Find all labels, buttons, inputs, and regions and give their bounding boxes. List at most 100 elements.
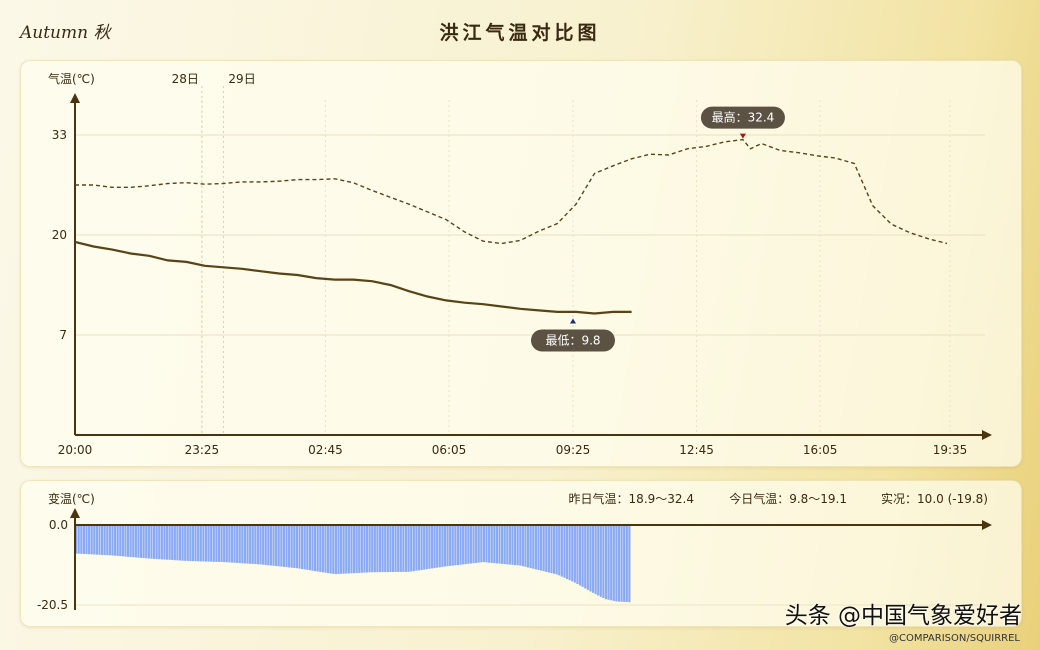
change-bar bbox=[488, 525, 491, 563]
change-bar bbox=[594, 525, 597, 595]
change-bar bbox=[558, 525, 561, 576]
x-tick-label: 19:35 bbox=[933, 443, 968, 457]
series-line-today bbox=[74, 240, 632, 315]
change-bar bbox=[262, 525, 265, 565]
page-title: 洪江气温对比图 bbox=[439, 22, 601, 44]
change-bar bbox=[446, 525, 449, 567]
watermark-text: 头条 @中国气象爱好者 bbox=[784, 603, 1022, 629]
change-bar bbox=[126, 525, 130, 557]
change-bar bbox=[428, 525, 431, 569]
change-bar bbox=[75, 525, 78, 554]
change-bar bbox=[236, 525, 239, 563]
change-bar bbox=[272, 525, 275, 566]
change-bar bbox=[215, 525, 218, 562]
change-bar bbox=[212, 525, 215, 562]
change-bar bbox=[256, 525, 260, 565]
change-bar bbox=[508, 525, 512, 565]
change-bar bbox=[602, 525, 605, 599]
max-label-bubble bbox=[700, 106, 785, 129]
change-bar bbox=[293, 525, 296, 568]
change-bar bbox=[100, 525, 104, 555]
change-bar bbox=[233, 525, 236, 563]
change-bar bbox=[282, 525, 286, 567]
change-bar bbox=[532, 525, 535, 569]
change-bar bbox=[425, 525, 428, 570]
change-bar bbox=[350, 525, 353, 574]
change-bar bbox=[129, 525, 132, 557]
change-bar bbox=[103, 525, 106, 555]
series-line-yesterday bbox=[75, 138, 948, 245]
change-bar bbox=[565, 525, 569, 579]
change-bar bbox=[441, 525, 444, 567]
change-bar bbox=[628, 525, 631, 603]
change-bar bbox=[404, 525, 408, 572]
change-bar bbox=[552, 525, 556, 574]
change-bar bbox=[342, 525, 345, 574]
change-bar bbox=[334, 525, 337, 575]
change-bar bbox=[116, 525, 119, 556]
change-bar bbox=[584, 525, 587, 589]
change-bar bbox=[620, 525, 623, 602]
change-bar bbox=[152, 525, 156, 559]
change-bar bbox=[529, 525, 532, 569]
change-bar bbox=[254, 525, 257, 565]
change-bar bbox=[443, 525, 447, 567]
change-bar bbox=[347, 525, 350, 574]
change-bar bbox=[472, 525, 475, 564]
change-bar bbox=[368, 525, 371, 573]
change-bar bbox=[526, 525, 530, 568]
change-bar bbox=[251, 525, 254, 564]
change-bar bbox=[449, 525, 452, 566]
change-bar bbox=[430, 525, 434, 569]
change-bar bbox=[394, 525, 397, 572]
change-bar bbox=[358, 525, 361, 573]
change-bar bbox=[155, 525, 158, 559]
change-y-tick-label: -20.5 bbox=[37, 598, 68, 612]
today-range-text: 今日气温：9.8～19.1 bbox=[729, 491, 847, 506]
change-bar bbox=[186, 525, 189, 561]
change-bar bbox=[98, 525, 101, 555]
change-bar bbox=[459, 525, 462, 565]
change-bar bbox=[326, 525, 330, 574]
change-bar bbox=[295, 525, 299, 569]
change-bar bbox=[371, 525, 374, 573]
yesterday-range-text: 昨日气温：18.9～32.4 bbox=[569, 491, 694, 506]
change-bar bbox=[615, 525, 618, 602]
change-bar bbox=[246, 525, 249, 564]
watermark-subtext: @COMPARISON/SQUIRREL bbox=[889, 633, 1020, 644]
change-bar bbox=[176, 525, 179, 561]
change-bar bbox=[623, 525, 626, 602]
min-label: 最低：9.8 bbox=[545, 333, 600, 347]
change-bar bbox=[142, 525, 145, 559]
change-bar bbox=[80, 525, 83, 554]
change-bar bbox=[373, 525, 376, 573]
change-bar bbox=[303, 525, 306, 570]
change-bar bbox=[199, 525, 202, 562]
change-bar bbox=[337, 525, 340, 574]
change-bar bbox=[108, 525, 111, 556]
y-tick-label: 33 bbox=[52, 128, 67, 142]
change-bar bbox=[423, 525, 426, 570]
change-bar bbox=[277, 525, 280, 567]
change-bar bbox=[275, 525, 278, 567]
change-bar bbox=[204, 525, 208, 562]
x-tick-label: 23:25 bbox=[185, 443, 220, 457]
change-bar bbox=[82, 525, 86, 554]
change-bar bbox=[95, 525, 98, 555]
change-bar bbox=[217, 525, 221, 562]
change-bar bbox=[539, 525, 543, 571]
change-bar bbox=[352, 525, 356, 574]
change-bar bbox=[391, 525, 395, 572]
change-bar bbox=[589, 525, 592, 592]
change-bar bbox=[168, 525, 171, 560]
change-bar bbox=[433, 525, 436, 569]
min-marker bbox=[569, 318, 576, 324]
day-marker-label: 29日 bbox=[228, 72, 255, 86]
change-bar bbox=[132, 525, 135, 558]
change-bar bbox=[376, 525, 379, 573]
change-bar bbox=[573, 525, 576, 583]
change-bar bbox=[345, 525, 348, 574]
change-bar bbox=[189, 525, 192, 561]
change-bar bbox=[389, 525, 392, 572]
change-bar bbox=[610, 525, 613, 601]
